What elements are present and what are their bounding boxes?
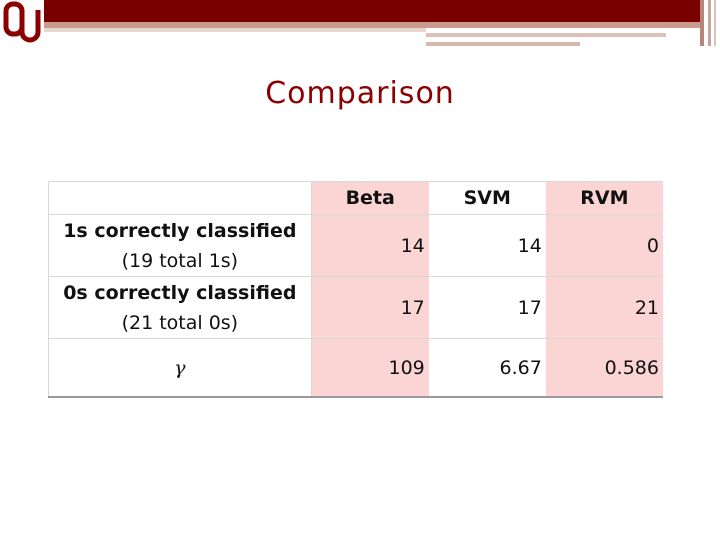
row-label: γ bbox=[48, 338, 312, 398]
header-strip bbox=[426, 33, 666, 37]
cell-value: 0 bbox=[545, 214, 663, 277]
cell-value: 21 bbox=[545, 276, 663, 339]
cell-value: 109 bbox=[311, 338, 429, 398]
row-label: 0s correctly classified (21 total 0s) bbox=[48, 276, 312, 339]
header-strip bbox=[714, 0, 716, 46]
table-row: γ 109 6.67 0.586 bbox=[48, 338, 663, 398]
header-row: Beta SVM RVM bbox=[48, 181, 663, 215]
row-label-line: 0s correctly classified bbox=[63, 281, 297, 304]
row-label: 1s correctly classified (19 total 1s) bbox=[48, 214, 312, 277]
cell-value: 14 bbox=[311, 214, 429, 277]
cell-value: 17 bbox=[311, 276, 429, 339]
header-strip bbox=[708, 0, 711, 46]
header-strip bbox=[426, 42, 580, 46]
logo bbox=[0, 0, 44, 48]
header-strip bbox=[700, 0, 704, 46]
row-label-line: 1s correctly classified bbox=[63, 219, 297, 242]
row-label-line: γ bbox=[174, 356, 186, 379]
column-header: RVM bbox=[545, 181, 663, 215]
header-strip bbox=[44, 22, 700, 28]
table-body: 1s correctly classified (19 total 1s) 14 14… bbox=[48, 214, 663, 398]
comparison-table: Beta SVM RVM 1s correctly classified (19 … bbox=[48, 181, 663, 398]
cell-value: 17 bbox=[428, 276, 546, 339]
cell-value: 6.67 bbox=[428, 338, 546, 398]
column-header: Beta bbox=[311, 181, 429, 215]
cell-value: 0.586 bbox=[545, 338, 663, 398]
row-label-line: (21 total 0s) bbox=[121, 311, 239, 334]
header-bar bbox=[44, 0, 700, 22]
header-strip bbox=[44, 28, 426, 32]
slide-title: Comparison bbox=[265, 76, 455, 111]
header-decoration bbox=[0, 0, 716, 48]
row-label-line: (19 total 1s) bbox=[121, 249, 239, 272]
cell-value: 14 bbox=[428, 214, 546, 277]
table-row: 1s correctly classified (19 total 1s) 14 14… bbox=[48, 214, 663, 277]
table-row: 0s correctly classified (21 total 0s) 17 17… bbox=[48, 276, 663, 339]
column-header: SVM bbox=[428, 181, 546, 215]
blank-header bbox=[48, 181, 312, 215]
